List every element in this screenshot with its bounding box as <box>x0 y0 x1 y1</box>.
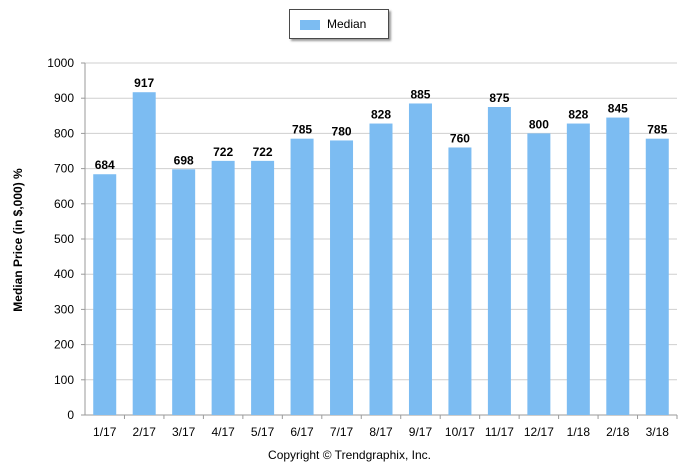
data-label: 875 <box>489 91 509 105</box>
data-label: 885 <box>410 87 430 101</box>
x-tick-label: 10/17 <box>445 425 475 439</box>
x-tick-label: 9/17 <box>409 425 433 439</box>
data-label: 780 <box>332 124 352 138</box>
bar <box>606 117 630 415</box>
y-tick-label: 100 <box>54 373 74 387</box>
x-tick-label: 12/17 <box>524 425 554 439</box>
x-tick-label: 5/17 <box>251 425 275 439</box>
data-label: 722 <box>213 145 233 159</box>
y-tick-label: 900 <box>54 91 74 105</box>
legend: Median <box>289 9 389 39</box>
data-label: 684 <box>95 158 115 172</box>
legend-label: Median <box>327 17 367 31</box>
y-tick-label: 800 <box>54 126 74 140</box>
y-tick-label: 700 <box>54 162 74 176</box>
data-label: 785 <box>292 123 312 137</box>
y-tick-label: 400 <box>54 267 74 281</box>
data-label: 760 <box>450 131 470 145</box>
x-tick-label: 7/17 <box>330 425 354 439</box>
bar <box>132 92 156 415</box>
y-tick-label: 500 <box>54 232 74 246</box>
data-label: 917 <box>134 76 154 90</box>
x-tick-label: 1/17 <box>93 425 117 439</box>
x-tick-label: 2/17 <box>133 425 157 439</box>
y-tick-label: 600 <box>54 197 74 211</box>
bar <box>487 107 511 415</box>
data-label: 828 <box>568 108 588 122</box>
data-label: 828 <box>371 108 391 122</box>
x-tick-label: 1/18 <box>567 425 591 439</box>
bar <box>448 147 472 416</box>
bar <box>93 174 117 415</box>
y-tick-label: 300 <box>54 302 74 316</box>
legend-swatch <box>300 20 320 30</box>
bar <box>369 123 393 415</box>
x-tick-label: 6/17 <box>290 425 314 439</box>
bar <box>330 140 354 415</box>
data-label: 785 <box>647 123 667 137</box>
data-label: 800 <box>529 117 549 131</box>
x-tick-label: 3/18 <box>646 425 670 439</box>
bar <box>211 160 235 415</box>
x-tick-label: 4/17 <box>211 425 235 439</box>
y-tick-label: 1000 <box>47 56 74 70</box>
bar <box>527 133 551 415</box>
bar <box>251 160 275 415</box>
bar <box>172 169 196 415</box>
bar <box>290 138 314 415</box>
y-tick-label: 0 <box>67 408 74 422</box>
copyright-footer: Copyright © Trendgraphix, Inc. <box>268 448 431 462</box>
bar <box>566 123 590 415</box>
bar <box>408 103 432 415</box>
data-label: 698 <box>174 153 194 167</box>
x-tick-label: 2/18 <box>606 425 630 439</box>
x-tick-label: 8/17 <box>369 425 393 439</box>
x-tick-label: 3/17 <box>172 425 196 439</box>
bar <box>645 138 669 415</box>
data-label: 722 <box>253 145 273 159</box>
x-tick-label: 11/17 <box>485 425 514 439</box>
y-tick-label: 200 <box>54 338 74 352</box>
data-label: 845 <box>608 102 628 116</box>
